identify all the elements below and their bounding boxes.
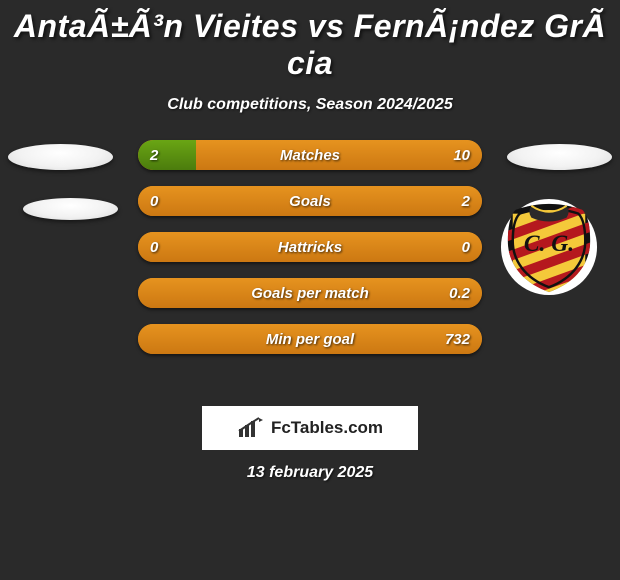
stat-value-left: 2 [150,140,158,170]
avatar-placeholder-icon [23,198,118,220]
logo-text: FcTables.com [271,418,383,438]
stat-value-right: 10 [453,140,470,170]
root-container: AntaÃ±Ã³n Vieites vs FernÃ¡ndez GrÃ cia … [0,0,620,482]
stat-value-right: 0 [462,232,470,262]
stat-value-right: 2 [462,186,470,216]
club-badge-icon: C. G. [500,198,598,296]
stat-bar: 2 10 Matches [138,140,482,170]
stat-value-right: 732 [445,324,470,354]
avatar-placeholder-icon [8,144,113,170]
stat-bar: 0.2 Goals per match [138,278,482,308]
stat-bars-list: 2 10 Matches 0 2 Goals 0 0 Hattricks 0.2 Goals per… [138,140,482,370]
stat-bar: 0 0 Hattricks [138,232,482,262]
stat-bar: 732 Min per goal [138,324,482,354]
player-right-avatar [507,144,612,170]
page-title: AntaÃ±Ã³n Vieites vs FernÃ¡ndez GrÃ cia [0,8,620,82]
avatar-placeholder-icon [507,144,612,170]
comparison-area: C. G. 210Matches02Goals00Hattricks0.2Goa… [0,148,620,398]
stat-bar-segment-left [138,140,196,170]
stat-value-right: 0.2 [449,278,470,308]
stat-value-left: 0 [150,186,158,216]
date-label: 13 february 2025 [0,464,620,482]
stat-label: Hattricks [278,239,342,256]
fctables-logo[interactable]: FcTables.com [202,406,418,450]
page-subtitle: Club competitions, Season 2024/2025 [0,96,620,114]
chart-icon [237,417,265,439]
stat-label: Matches [280,147,340,164]
svg-text:C. G.: C. G. [524,231,574,257]
player-left-avatar [8,144,118,220]
stat-label: Min per goal [266,331,354,348]
stat-bar: 0 2 Goals [138,186,482,216]
stat-label: Goals [289,193,331,210]
stat-value-left: 0 [150,232,158,262]
stat-label: Goals per match [251,285,369,302]
